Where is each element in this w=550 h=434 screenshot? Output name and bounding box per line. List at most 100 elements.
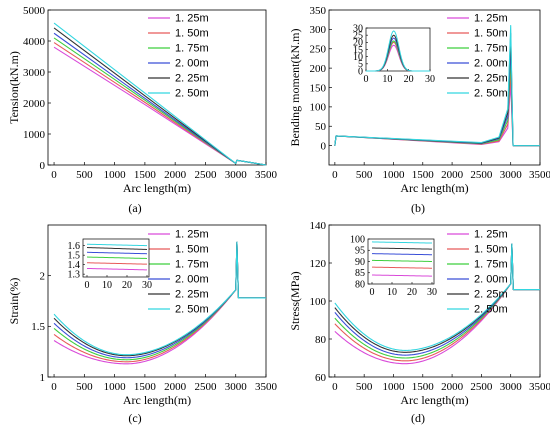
inset-series-line [86, 243, 148, 247]
inset-x-tick-label: 20 [404, 74, 414, 85]
series-line [53, 42, 267, 166]
legend-item: 1. 50m [148, 244, 209, 256]
axis-d-y-tick-label: 100 [310, 296, 327, 308]
legend-item: 2. 25m [148, 73, 209, 85]
series-line [53, 22, 267, 166]
inset-y-tick-label: 15 [353, 45, 363, 56]
inset-x-tick-label: 10 [382, 74, 392, 85]
axis-a-x-tick-label: 0 [51, 169, 57, 181]
inset-x-tick-label: 30 [142, 280, 152, 291]
axis-d-axes: 0 500 1000 1500 2000 2500 3000 3500608010012014… [310, 220, 550, 393]
inset-series-line [86, 262, 148, 265]
axis-a-x-tick-label: 2500 [194, 169, 217, 181]
axis-c-x-tick-label: 3000 [225, 381, 248, 393]
legend-item: 2. 00m [447, 58, 508, 70]
legend-label: 2. 50m [175, 304, 209, 316]
axis-c-x-tick-label: 0 [51, 381, 57, 393]
inset-x-tick-label: 20 [122, 280, 132, 291]
axis-c-frame [47, 224, 267, 378]
legend-label: 1. 75m [474, 259, 508, 271]
inset-y-tick-label: 85 [355, 268, 365, 279]
inset-y-tick-label: 80 [355, 279, 365, 290]
panel-label: (c) [128, 411, 141, 425]
series-line [334, 243, 540, 362]
legend-item: 2. 50m [148, 88, 209, 100]
series-line [334, 243, 540, 353]
axis-c-x-tick-label: 3500 [255, 381, 278, 393]
axis-b-x-tick-label: 3500 [529, 169, 550, 181]
legend-item: 2. 25m [447, 73, 508, 85]
series-line [334, 243, 540, 365]
legend-label: 2. 00m [474, 274, 508, 286]
axis-a-frame [47, 9, 267, 166]
legend-label: 1. 50m [474, 28, 508, 40]
series-line [334, 24, 540, 147]
inset-y-tick-label: 1.6 [68, 241, 81, 252]
legend-label: 1. 50m [175, 244, 209, 256]
axis-c-y-tick-label: 1 [40, 372, 46, 384]
axis-d-y-tick-label: 120 [310, 258, 327, 270]
x-axis-label: Arc length(m) [123, 181, 191, 195]
axis-d-x-tick-label: 1000 [382, 381, 405, 393]
axis-d-y-tick-label: 80 [315, 334, 327, 346]
legend-item: 2. 00m [148, 274, 209, 286]
series-line [53, 241, 266, 356]
inset-x-tick-label: 30 [427, 287, 437, 298]
axis-a-y-tick-label: 3000 [23, 67, 46, 79]
legend-item: 1. 25m [447, 229, 508, 241]
legend-label: 1. 75m [175, 259, 209, 271]
axis-b-y-tick-label: 0 [321, 140, 327, 152]
inset-y-tick-label: 1.5 [68, 250, 81, 261]
axis-c-axes: 0 500 1000 1500 2000 2500 3000 3500 1 1.5 2 [31, 224, 278, 393]
inset-x-tick-label: 0 [364, 74, 369, 85]
inset-y-tick-label: 10 [353, 52, 363, 63]
axis-a-y-tick-label: 1000 [23, 129, 46, 141]
axis-a-x-tick-label: 500 [76, 169, 93, 181]
y-axis-label: Tension(kN.m) [7, 51, 21, 124]
legend-label: 1. 25m [175, 13, 209, 25]
legend-label: 2. 50m [474, 304, 508, 316]
legend-label: 2. 00m [175, 274, 209, 286]
axis-b-x-tick-label: 1000 [382, 169, 405, 181]
legend-item: 2. 00m [148, 58, 209, 70]
axis-b-x-tick-label: 500 [356, 169, 373, 181]
axis-a-y-tick-label: 2000 [23, 98, 46, 110]
axis-a-y-tick-label: 0 [40, 160, 46, 172]
axis-a-x-tick-label: 3500 [255, 169, 278, 181]
panel-label: (d) [411, 411, 425, 425]
legend-b: 1. 25m 1. 50m 1. 75m 2. 00m 2. 25m 2. 50m [447, 13, 508, 100]
inset-series-line [366, 30, 430, 72]
axis-b-y-tick-label: 300 [310, 24, 327, 36]
inset-y-tick-label: 1.4 [68, 260, 81, 271]
inset-x-tick-label: 0 [370, 287, 375, 298]
axis-c-x-tick-label: 500 [76, 381, 93, 393]
inset-c: 0 10 20 30 1.31.41.51.6 [68, 238, 152, 291]
axis-c-y-tick-label: 1.5 [31, 321, 45, 333]
series-line [53, 241, 266, 359]
legend-item: 1. 75m [148, 43, 209, 55]
axis-a-x-tick-label: 1000 [104, 169, 127, 181]
x-axis-label: Arc length(m) [400, 181, 468, 195]
legend-label: 2. 25m [175, 73, 209, 85]
inset-series-line [86, 247, 148, 250]
inset-series-line [86, 267, 148, 271]
inset-series-line [371, 259, 433, 262]
inset-series-line [86, 256, 148, 259]
y-axis-label: Bending moment(kN.m) [288, 29, 302, 147]
legend-label: 2. 25m [474, 73, 508, 85]
legend-item: 2. 50m [447, 88, 508, 100]
inset-y-tick-label: 1.3 [68, 269, 81, 280]
axis-c-x-tick-label: 2000 [164, 381, 187, 393]
y-axis-label: Stress(MPa) [288, 271, 302, 330]
axis-b-x-tick-label: 1500 [412, 169, 435, 181]
legend-item: 1. 25m [148, 229, 209, 241]
panel-label: (a) [128, 201, 141, 215]
series-line [53, 32, 267, 166]
axis-d-x-tick-label: 3000 [500, 381, 523, 393]
inset-x-tick-label: 30 [425, 74, 435, 85]
legend-d: 1. 25m 1. 50m 1. 75m 2. 00m 2. 25m 2. 50m [447, 229, 508, 316]
inset-x-tick-label: 0 [85, 280, 90, 291]
x-axis-label: Arc length(m) [400, 393, 468, 407]
